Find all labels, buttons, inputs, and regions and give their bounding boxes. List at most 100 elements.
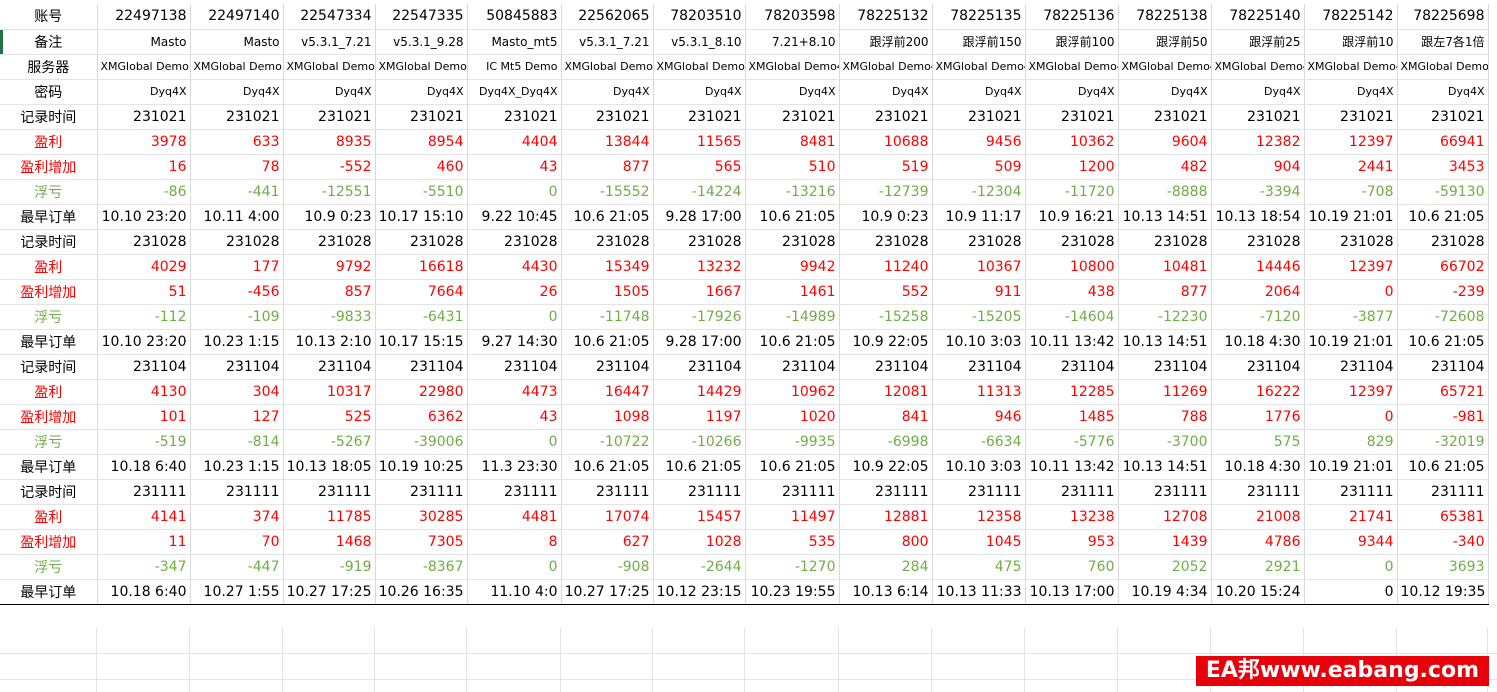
cell[interactable]: 231104 [653,353,746,380]
cell[interactable]: 8935 [283,129,376,155]
cell[interactable]: 43 [467,404,562,430]
cell[interactable]: 877 [561,154,654,180]
record-time-row-label[interactable]: 记录时间 [0,478,98,505]
cell[interactable]: 231111 [745,478,840,505]
cell[interactable]: 21008 [1211,504,1305,530]
cell[interactable]: 10.13 17:00 [1025,579,1119,605]
cell[interactable]: 3978 [97,129,191,155]
cell[interactable]: -112 [97,304,191,330]
cell[interactable]: 231111 [97,478,191,505]
cell[interactable]: XMGlobal Demo4 [1397,54,1489,80]
account-number[interactable]: 22562065 [561,4,654,30]
cell[interactable]: 231021 [1211,103,1305,130]
cell[interactable]: 231104 [1304,353,1398,380]
cell[interactable]: 9.27 14:30 [467,329,562,355]
cell[interactable]: v5.3.1_9.28 [375,29,468,55]
cell[interactable]: 10.6 21:05 [561,204,654,230]
cell[interactable]: 4404 [467,129,562,155]
cell[interactable]: 4029 [97,254,191,280]
cell[interactable]: 1098 [561,404,654,430]
cell[interactable]: XMGlobal Demo [97,54,191,80]
cell[interactable]: -5776 [1025,429,1119,455]
cell[interactable]: 4130 [97,379,191,405]
cell[interactable]: 10.13 18:54 [1211,204,1305,230]
cell[interactable]: -708 [1304,179,1398,205]
cell[interactable]: 10.13 14:51 [1118,329,1212,355]
cell[interactable]: 904 [1211,154,1305,180]
cell[interactable]: XMGlobal Demo4 [653,54,746,80]
cell[interactable]: 231028 [745,228,840,255]
account-number[interactable]: 78225138 [1118,4,1212,30]
cell[interactable]: -9833 [283,304,376,330]
cell[interactable]: 231028 [653,228,746,255]
cell[interactable]: 65381 [1397,504,1489,530]
cell[interactable]: 22980 [375,379,468,405]
cell[interactable]: Masto [97,29,191,55]
cell[interactable]: 231028 [1397,228,1489,255]
cell[interactable]: 2064 [1211,279,1305,305]
cell[interactable]: 10.6 21:05 [1397,204,1489,230]
floating-loss-row-label[interactable]: 浮亏 [0,429,98,455]
account-number[interactable]: 78225698 [1397,4,1489,30]
cell[interactable]: 231021 [97,103,191,130]
cell[interactable]: XMGlobal Demo [283,54,376,80]
cell[interactable]: 231111 [839,478,933,505]
cell[interactable]: -3394 [1211,179,1305,205]
cell[interactable]: -14989 [745,304,840,330]
cell[interactable]: -814 [190,429,284,455]
cell[interactable]: 70 [190,529,284,555]
cell[interactable]: 633 [190,129,284,155]
cell[interactable]: 231111 [1304,478,1398,505]
cell[interactable]: 11497 [745,504,840,530]
cell[interactable]: 911 [932,279,1026,305]
account-number[interactable]: 22547335 [375,4,468,30]
cell[interactable]: 10.19 21:01 [1304,454,1398,480]
cell[interactable]: -39006 [375,429,468,455]
cell[interactable]: 10.13 14:51 [1118,454,1212,480]
cell[interactable]: XMGlobal Demo4 [1118,54,1212,80]
cell[interactable]: XMGlobal Demo [561,54,654,80]
cell[interactable]: 10.23 1:15 [190,454,284,480]
cell[interactable]: 跟浮前200 [839,29,933,55]
cell[interactable]: -12551 [283,179,376,205]
cell[interactable]: 0 [467,554,562,580]
cell[interactable]: 231104 [283,353,376,380]
earliest-order-row-label[interactable]: 最早订单 [0,204,98,230]
cell[interactable]: 231111 [375,478,468,505]
cell[interactable]: 2921 [1211,554,1305,580]
cell[interactable]: 11313 [932,379,1026,405]
record-time-row-label[interactable]: 记录时间 [0,353,98,380]
cell[interactable]: 841 [839,404,933,430]
cell[interactable]: -12230 [1118,304,1212,330]
cell[interactable]: -981 [1397,404,1489,430]
cell[interactable]: 231021 [375,103,468,130]
cell[interactable]: -11748 [561,304,654,330]
cell[interactable]: 8 [467,529,562,555]
cell[interactable]: 800 [839,529,933,555]
cell[interactable]: 231021 [467,103,562,130]
cell[interactable]: 10.11 13:42 [1025,329,1119,355]
account-number[interactable]: 22547334 [283,4,376,30]
cell[interactable]: 3693 [1397,554,1489,580]
cell[interactable]: XMGlobal Demo4 [839,54,933,80]
cell[interactable]: 10.19 21:01 [1304,329,1398,355]
cell[interactable]: -9935 [745,429,840,455]
cell[interactable]: 10362 [1025,129,1119,155]
cell[interactable]: XMGlobal Demo4 [932,54,1026,80]
cell[interactable]: XMGlobal Demo4 [1025,54,1119,80]
cell[interactable]: 10.17 15:10 [375,204,468,230]
cell[interactable]: 10317 [283,379,376,405]
cell[interactable]: 51 [97,279,191,305]
cell[interactable]: 1505 [561,279,654,305]
cell[interactable]: 231104 [375,353,468,380]
cell[interactable]: 4786 [1211,529,1305,555]
cell[interactable]: -15258 [839,304,933,330]
cell[interactable]: -919 [283,554,376,580]
cell[interactable]: 跟浮前10 [1304,29,1398,55]
cell[interactable]: -447 [190,554,284,580]
cell[interactable]: 15457 [653,504,746,530]
cell[interactable]: 10.18 6:40 [97,579,191,605]
cell[interactable]: 10.12 23:15 [653,579,746,605]
cell[interactable]: 231104 [1397,353,1489,380]
data-table[interactable]: 账号 22497138 22497140 22547334 22547335 508458… [0,4,1489,605]
